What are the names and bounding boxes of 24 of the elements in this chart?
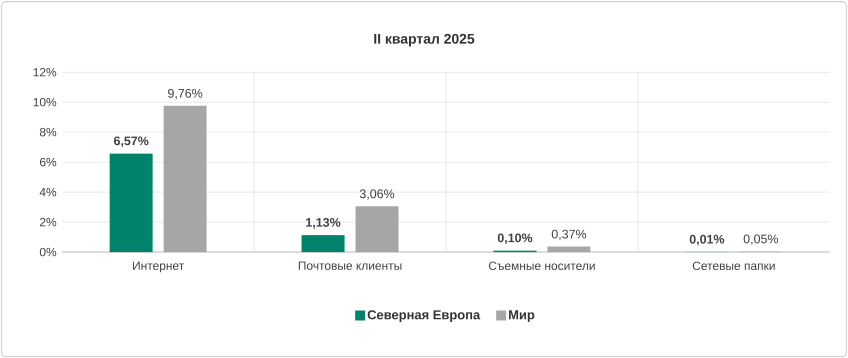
data-label: 0,01% <box>690 234 724 246</box>
data-label: 0,37% <box>552 230 586 240</box>
x-tick-label: Почтовые клиенты <box>298 261 402 270</box>
y-tick-label: 12% <box>34 68 56 76</box>
legend-label: Северная Европа <box>368 310 480 322</box>
x-tick-label: Сетевые папки <box>692 261 775 270</box>
y-tick-label: 8% <box>40 128 56 136</box>
chart-title: II квартал 2025 <box>374 34 474 46</box>
x-tick-label: Интернет <box>133 261 184 272</box>
x-tick-label: Съемные носители <box>488 261 595 270</box>
y-tick-label: 6% <box>40 158 56 166</box>
y-tick-label: 10% <box>34 98 56 106</box>
bar <box>110 153 153 252</box>
y-tick-label: 4% <box>40 188 56 196</box>
data-label: 3,06% <box>360 189 394 200</box>
data-label: 6,57% <box>114 136 148 147</box>
y-tick-label: 2% <box>40 218 56 226</box>
legend-label: Мир <box>509 310 534 322</box>
data-label: 1,13% <box>306 218 340 228</box>
data-label: 0,10% <box>498 233 532 244</box>
y-tick-label: 0% <box>40 248 56 256</box>
data-label: 9,76% <box>168 88 202 100</box>
data-label: 0,05% <box>744 234 778 245</box>
bar <box>302 235 345 252</box>
